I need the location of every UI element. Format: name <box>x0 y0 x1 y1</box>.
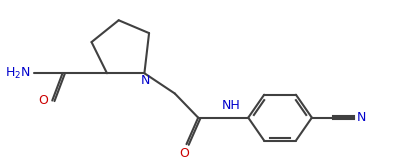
Text: O: O <box>179 147 189 160</box>
Text: $\mathregular{H_2N}$: $\mathregular{H_2N}$ <box>5 66 31 81</box>
Text: NH: NH <box>221 99 240 112</box>
Text: N: N <box>141 74 150 87</box>
Text: N: N <box>356 111 366 124</box>
Text: O: O <box>39 94 48 107</box>
